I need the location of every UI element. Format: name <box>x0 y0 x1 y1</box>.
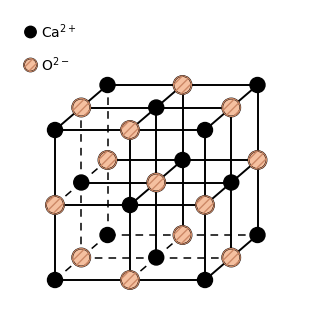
Circle shape <box>100 77 115 92</box>
Circle shape <box>149 250 164 265</box>
Circle shape <box>47 123 62 138</box>
Circle shape <box>224 175 239 190</box>
Circle shape <box>123 197 138 212</box>
Circle shape <box>24 59 37 71</box>
Circle shape <box>250 77 265 92</box>
Circle shape <box>25 26 36 38</box>
Circle shape <box>173 226 191 244</box>
Circle shape <box>222 99 240 116</box>
Circle shape <box>147 173 165 191</box>
Text: Ca$^{2+}$: Ca$^{2+}$ <box>41 23 76 41</box>
Circle shape <box>196 196 214 214</box>
Circle shape <box>100 228 115 243</box>
Circle shape <box>250 228 265 243</box>
Circle shape <box>249 151 267 169</box>
Circle shape <box>121 121 139 139</box>
Circle shape <box>47 273 62 287</box>
Circle shape <box>149 100 164 115</box>
Circle shape <box>197 273 212 287</box>
Circle shape <box>74 175 89 190</box>
Circle shape <box>46 196 64 214</box>
Text: O$^{2-}$: O$^{2-}$ <box>41 56 69 74</box>
Circle shape <box>175 153 190 167</box>
Circle shape <box>197 123 212 138</box>
Circle shape <box>173 76 191 94</box>
Circle shape <box>72 99 90 116</box>
Circle shape <box>72 249 90 267</box>
Circle shape <box>222 249 240 267</box>
Circle shape <box>121 271 139 289</box>
Circle shape <box>99 151 116 169</box>
